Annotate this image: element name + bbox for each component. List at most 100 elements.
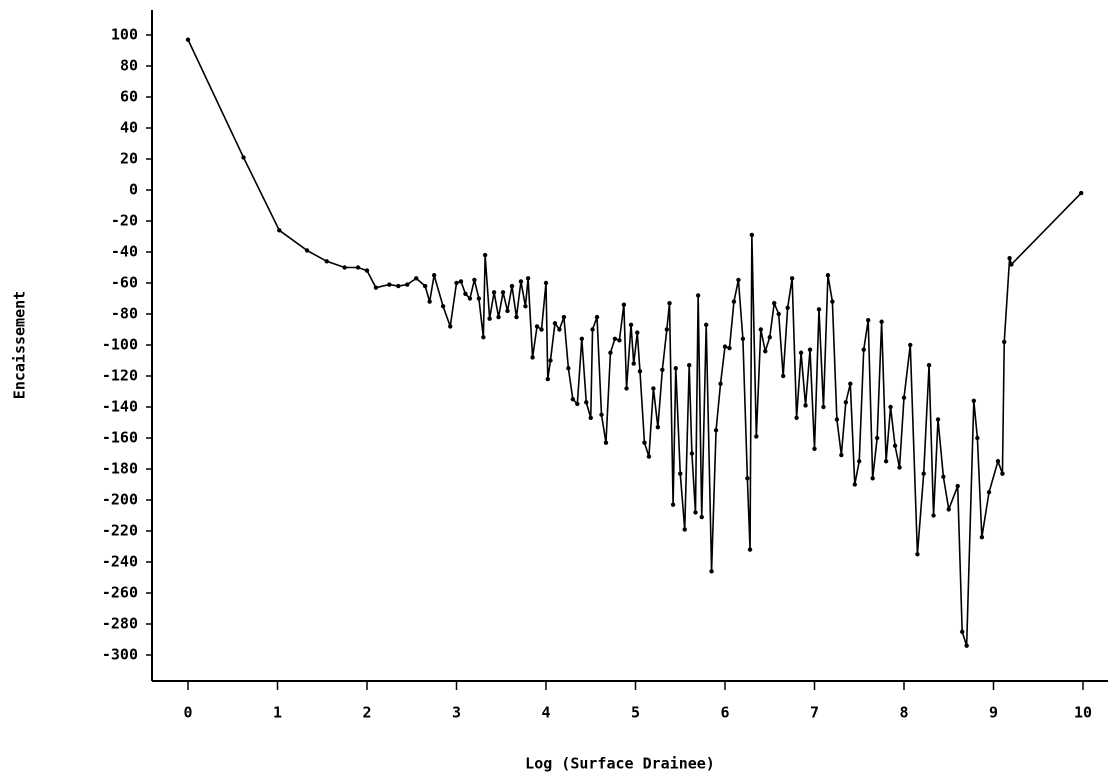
y-tick-label: -20 <box>111 212 138 230</box>
data-point <box>926 362 932 368</box>
data-point <box>807 347 813 352</box>
y-tick-label: -120 <box>102 367 138 385</box>
y-tick-label: 100 <box>111 26 138 44</box>
y-tick-label: -260 <box>102 584 138 602</box>
data-point <box>941 474 946 479</box>
data-point <box>785 305 790 310</box>
data-point <box>570 397 576 402</box>
data-point <box>1007 256 1012 261</box>
data-point <box>874 435 880 441</box>
data-point <box>897 465 902 470</box>
data-point <box>870 476 875 481</box>
data-point <box>747 547 753 552</box>
data-point <box>857 459 862 464</box>
data-point <box>821 404 826 410</box>
data-point <box>709 569 714 574</box>
data-point <box>830 299 835 304</box>
data-point <box>682 527 687 532</box>
x-tick-label: 2 <box>362 704 371 722</box>
y-tick-label: -100 <box>102 336 138 354</box>
data-point <box>892 443 898 448</box>
data-point <box>552 321 558 326</box>
data-point <box>964 643 969 648</box>
data-point <box>624 386 629 391</box>
data-point <box>975 435 980 441</box>
data-point <box>561 314 567 320</box>
data-point <box>754 434 759 439</box>
data-point <box>373 285 379 290</box>
data-point <box>628 322 634 328</box>
data-point <box>843 400 849 405</box>
data-point <box>745 476 750 481</box>
data-point <box>599 412 604 417</box>
data-point <box>396 283 401 289</box>
data-point <box>646 454 652 459</box>
data-point <box>722 344 728 349</box>
x-tick-label: 1 <box>273 704 282 722</box>
data-point <box>431 273 437 278</box>
data-point <box>422 283 428 289</box>
data-point <box>458 279 464 284</box>
y-tick-label: -240 <box>102 553 138 571</box>
y-tick-label: -60 <box>111 274 138 292</box>
data-point <box>1002 339 1007 345</box>
data-point <box>718 381 723 386</box>
y-tick-label: -40 <box>111 243 138 261</box>
y-tick-label: 40 <box>120 119 138 137</box>
data-point <box>575 401 580 407</box>
x-tick-label: 7 <box>810 704 819 722</box>
data-point <box>476 296 482 301</box>
data-point <box>635 330 640 335</box>
data-point <box>405 282 410 287</box>
data-point <box>667 300 672 306</box>
y-tick-label: 80 <box>120 57 138 75</box>
y-tick-label: -80 <box>111 305 138 323</box>
data-point <box>185 37 191 42</box>
data-point <box>1009 262 1014 267</box>
data-point <box>803 403 808 408</box>
data-point <box>590 327 595 332</box>
data-point <box>342 265 347 270</box>
data-point <box>670 502 676 507</box>
data-point <box>789 276 795 281</box>
data-line <box>187 39 1082 646</box>
y-tick-label: 0 <box>129 181 138 199</box>
data-point <box>908 342 913 348</box>
data-point <box>834 417 840 422</box>
data-point <box>637 369 643 374</box>
data-point <box>758 327 763 332</box>
data-point <box>767 335 772 340</box>
x-tick-label: 3 <box>452 704 461 722</box>
data-point <box>491 290 497 295</box>
data-point <box>530 355 535 360</box>
data-point <box>612 336 618 341</box>
data-point <box>545 376 550 382</box>
data-point <box>543 280 549 286</box>
data-point <box>848 381 853 386</box>
data-point <box>608 350 613 355</box>
x-tick-label: 4 <box>541 704 550 722</box>
data-point <box>1000 471 1005 476</box>
data-point <box>505 308 510 314</box>
data-point <box>825 273 831 278</box>
data-point <box>525 276 531 281</box>
data-point <box>472 277 477 283</box>
data-point <box>687 362 692 368</box>
data-point <box>642 440 647 445</box>
data-point <box>523 304 528 309</box>
data-point <box>534 324 540 329</box>
y-tick-label: -140 <box>102 398 138 416</box>
data-point <box>731 299 737 304</box>
data-point <box>935 417 941 422</box>
y-tick-label: -160 <box>102 429 138 447</box>
data-point <box>776 311 781 317</box>
data-point <box>631 361 636 366</box>
data-point <box>931 513 936 518</box>
data-point <box>500 290 506 295</box>
data-point <box>979 535 985 540</box>
x-tick-label: 10 <box>1074 704 1092 722</box>
x-tick-label: 0 <box>183 704 192 722</box>
data-point <box>584 400 589 405</box>
data-point <box>588 415 593 421</box>
data-point <box>467 296 473 301</box>
